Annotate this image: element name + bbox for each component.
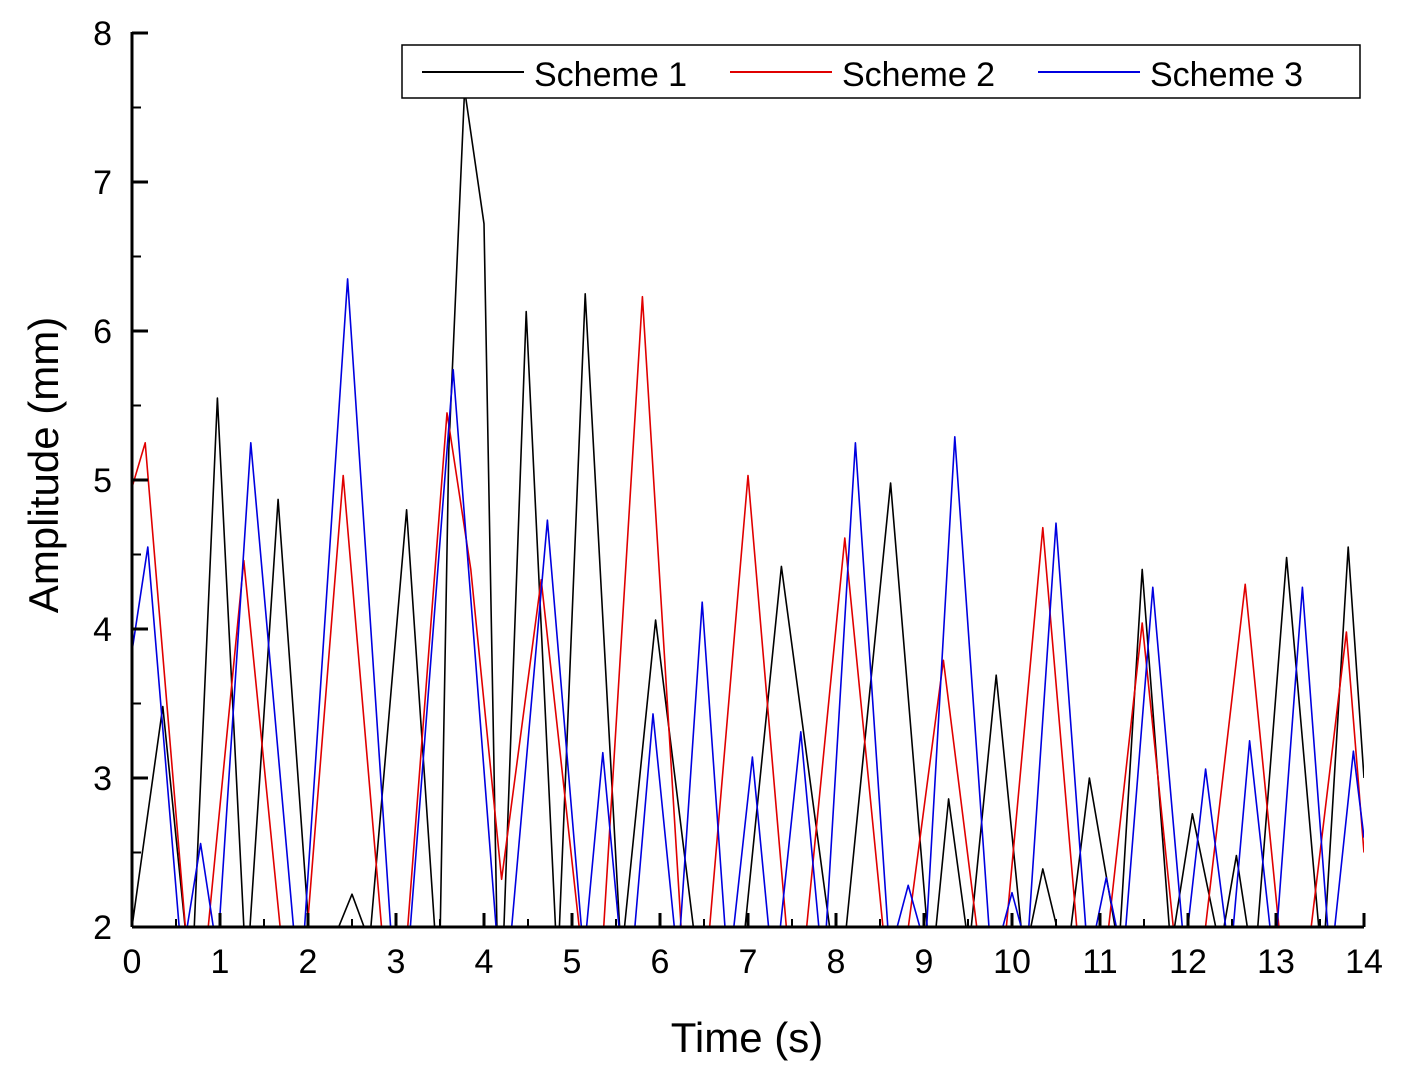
series-layer [132,88,1364,927]
series-line-2 [132,295,1364,927]
x-tick-label: 4 [475,943,494,981]
legend: Scheme 1 Scheme 2 Scheme 3 [401,44,1361,99]
x-tick-label: 3 [387,943,406,981]
y-tick-label: 5 [93,462,112,500]
y-tick-label: 4 [93,611,112,649]
x-tick-label: 8 [827,943,846,981]
x-tick-label: 6 [651,943,670,981]
legend-label-3: Scheme 3 [1150,56,1303,94]
legend-box [401,44,1361,99]
legend-label-2: Scheme 2 [842,56,995,94]
legend-label-1: Scheme 1 [534,56,687,94]
x-tick-label: 11 [1082,943,1117,981]
x-tick-label: 12 [1169,943,1207,981]
x-tick-label: 1 [211,943,230,981]
y-tick-label: 6 [93,313,112,351]
y-axis-title: Amplitude (mm) [20,317,67,613]
x-tick-label: 13 [1257,943,1295,981]
x-tick-label: 7 [739,943,758,981]
y-tick-label: 7 [93,164,112,202]
x-axis-title: Time (s) [671,1014,823,1061]
y-tick-label: 3 [93,760,112,798]
x-tick-label: 2 [299,943,318,981]
x-tick-label: 10 [993,943,1031,981]
x-tick-label: 0 [123,943,142,981]
y-tick-label: 2 [93,909,112,947]
x-tick-label: 9 [915,943,934,981]
series-line-1 [132,88,1364,927]
x-tick-label: 5 [563,943,582,981]
y-tick-label: 8 [93,15,112,53]
series-line-3 [132,278,1364,927]
x-tick-label: 14 [1345,943,1383,981]
